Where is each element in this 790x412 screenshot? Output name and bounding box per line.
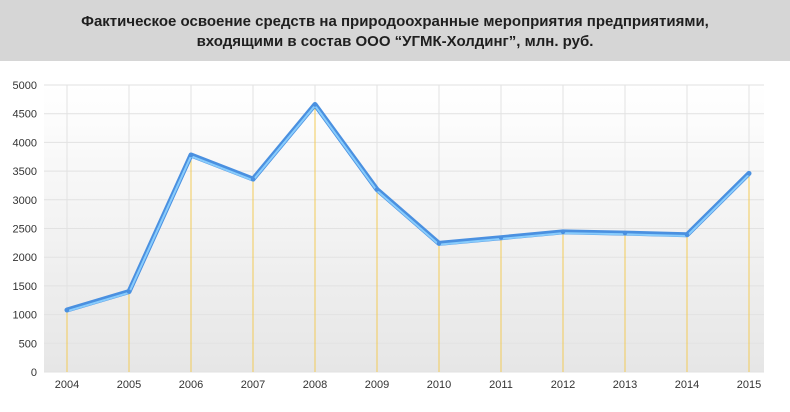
x-tick-label: 2009 [365,379,389,391]
data-series [64,102,752,313]
x-axis-tick-labels: 2004 2005 2006 2007 2008 2009 2010 2011 2012 2013… [55,379,761,391]
x-tick-label: 2012 [551,379,575,391]
y-tick-label: 3500 [13,166,37,178]
data-point [250,176,256,182]
chart-title-line-1: Фактическое освоение средств на природоо… [81,12,709,30]
data-point [312,102,318,107]
data-point [188,152,194,158]
data-point [126,289,132,294]
y-tick-label: 500 [19,338,37,350]
x-tick-label: 2005 [117,379,141,391]
y-tick-label: 0 [31,367,37,379]
x-tick-label: 2006 [179,379,203,391]
data-point [622,230,628,236]
y-tick-label: 5000 [13,80,37,92]
y-tick-label: 2000 [13,252,37,264]
data-point [560,229,566,235]
x-tick-label: 2010 [427,379,451,391]
y-tick-label: 4500 [13,109,37,121]
x-tick-label: 2007 [241,379,265,391]
data-point [746,171,752,176]
x-tick-label: 2013 [613,379,637,391]
drop-lines [66,104,750,372]
y-tick-label: 4000 [13,137,37,149]
y-tick-label: 1000 [13,310,37,322]
y-axis-tick-labels: 0 500 1000 1500 2000 2500 3000 3500 4000 4500 5000 [13,80,37,379]
y-tick-label: 2500 [13,224,37,236]
line-chart: 0 500 1000 1500 2000 2500 3000 3500 4000 4500 5000… [13,80,764,391]
horizontal-gridlines [44,84,764,373]
y-tick-label: 3000 [13,195,37,207]
data-point [436,241,442,246]
data-point [374,187,380,192]
x-tick-label: 2008 [303,379,327,391]
series-line-highlight [66,104,750,313]
data-point [64,307,70,313]
x-tick-label: 2011 [489,379,513,391]
chart-title-line-2: входящими в состав ООО “УГМК-Холдинг”, м… [196,32,594,50]
data-point [684,232,690,238]
x-tick-label: 2004 [55,379,79,391]
x-tick-label: 2014 [675,379,699,391]
chart-area: 0 500 1000 1500 2000 2500 3000 3500 4000 4500 5000… [0,61,790,407]
x-tick-label: 2015 [737,379,761,391]
chart-title-banner: Фактическое освоение средств на природоо… [0,0,790,61]
data-point [498,235,504,240]
y-tick-label: 1500 [13,281,37,293]
